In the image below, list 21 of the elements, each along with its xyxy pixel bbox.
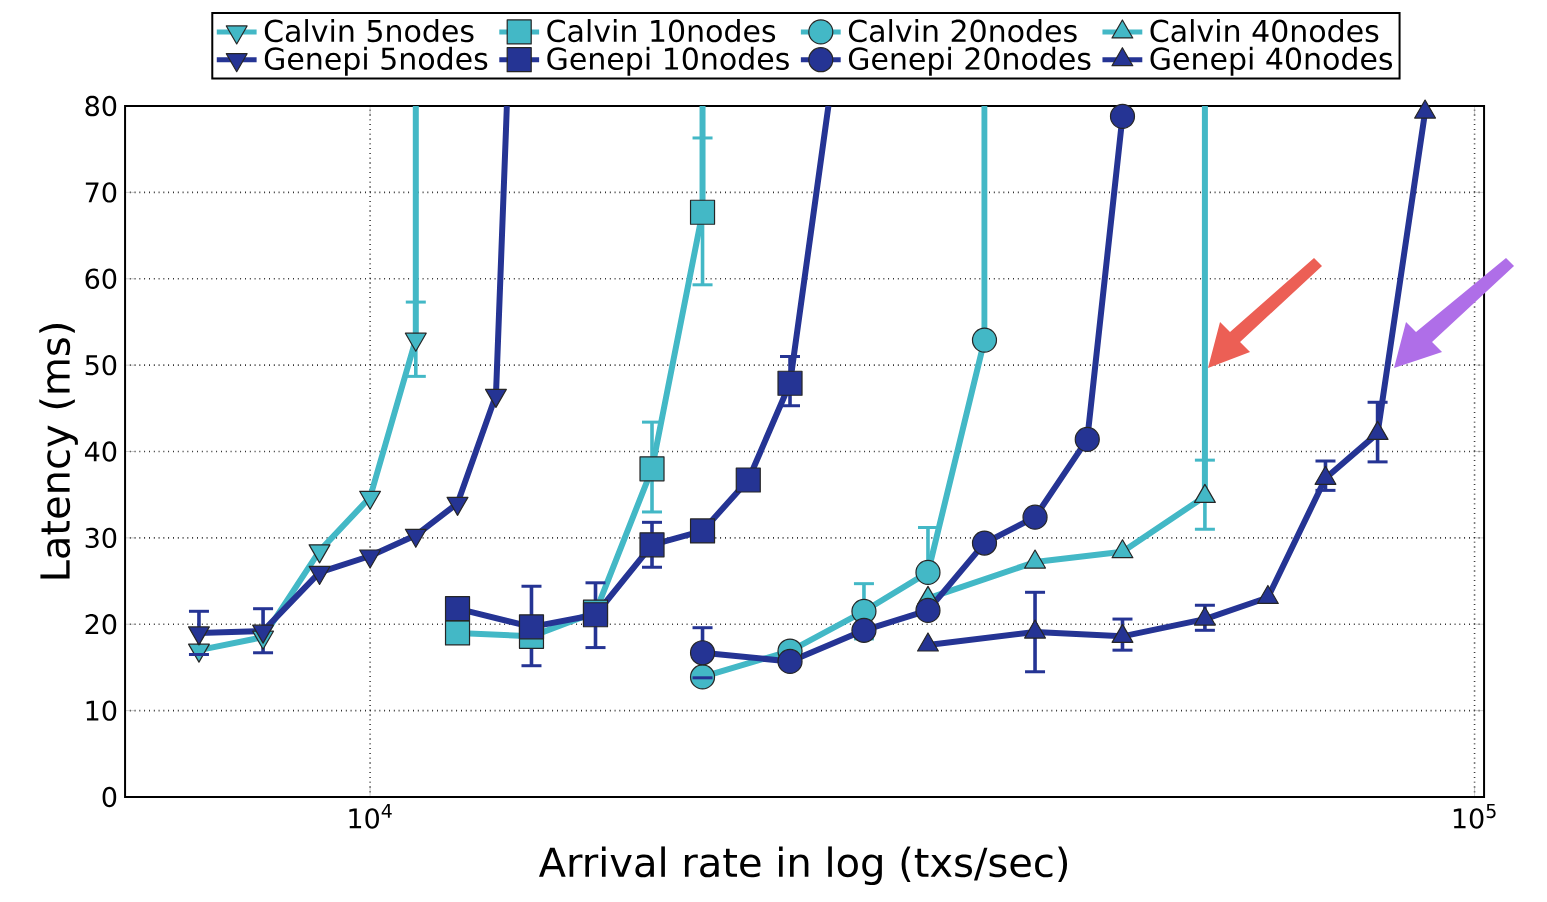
legend-label: Calvin 10nodes bbox=[547, 19, 776, 43]
y-tick-label: 60 bbox=[85, 268, 117, 289]
x-tick-label: 10$^{5}$ bbox=[1453, 804, 1496, 829]
x-tick-label: 10$^{4}$ bbox=[349, 804, 392, 829]
y-tick-label: 0 bbox=[102, 786, 117, 808]
y-tick-label: 70 bbox=[85, 182, 117, 203]
legend-label: Calvin 20nodes bbox=[848, 19, 1077, 43]
legend-label: Genepi 40nodes bbox=[1150, 46, 1393, 76]
y-axis-title: Latency (ms) bbox=[39, 324, 78, 579]
x-axis-title: Arrival rate in log (txs/sec) bbox=[538, 846, 1068, 886]
y-tick-label: 80 bbox=[85, 95, 117, 117]
legend-label: Calvin 5nodes bbox=[264, 19, 474, 43]
y-tick-label: 50 bbox=[85, 354, 117, 376]
legend-label: Calvin 40nodes bbox=[1150, 19, 1379, 43]
y-tick-label: 40 bbox=[84, 441, 117, 462]
legend-label: Genepi 5nodes bbox=[264, 46, 488, 76]
legend-label: Genepi 10nodes bbox=[547, 46, 789, 76]
legend-label: Genepi 20nodes bbox=[848, 46, 1091, 76]
y-tick-label: 20 bbox=[85, 614, 117, 635]
y-tick-label: 30 bbox=[85, 527, 117, 549]
y-tick-label: 10 bbox=[86, 700, 117, 721]
